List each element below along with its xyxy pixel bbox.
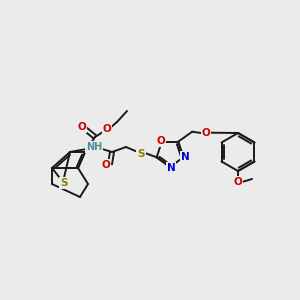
Text: O: O xyxy=(156,136,165,146)
Text: N: N xyxy=(181,152,190,162)
Text: O: O xyxy=(103,124,111,134)
Text: N: N xyxy=(167,163,176,173)
Text: S: S xyxy=(137,149,145,159)
Text: S: S xyxy=(60,178,68,188)
Text: O: O xyxy=(102,160,110,170)
Text: O: O xyxy=(234,177,242,187)
Text: O: O xyxy=(78,122,86,132)
Text: O: O xyxy=(202,128,211,138)
Text: NH: NH xyxy=(86,142,102,152)
